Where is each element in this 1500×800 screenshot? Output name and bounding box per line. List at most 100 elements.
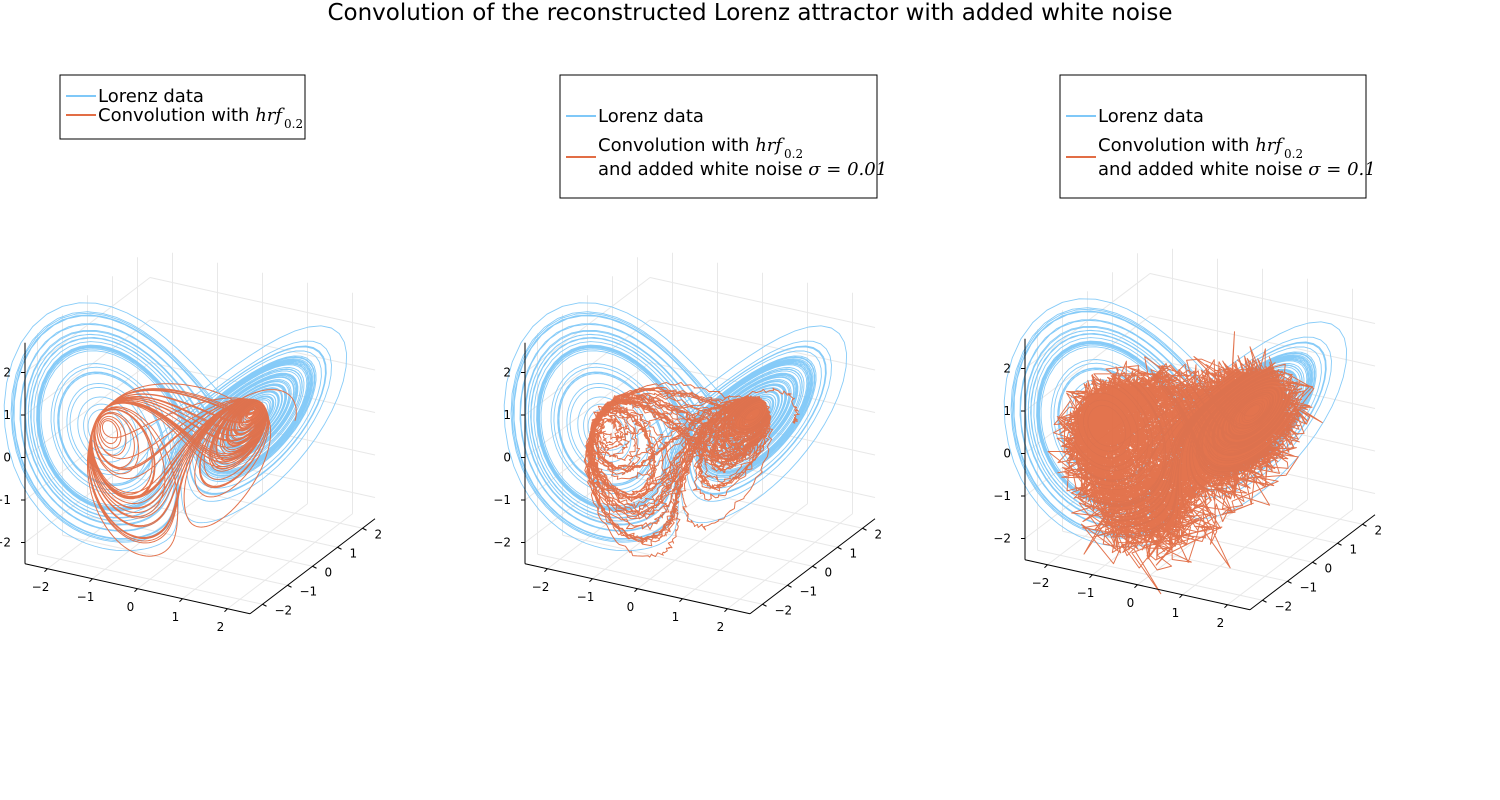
z-tick-label: 1 [3, 408, 11, 422]
y-tick-label: −1 [1300, 580, 1318, 594]
grid-line [649, 277, 876, 328]
x-tick-mark [544, 568, 548, 573]
z-tick-label: −1 [493, 493, 511, 507]
y-tick-mark [362, 527, 367, 531]
x-tick-label: −1 [77, 590, 95, 604]
y-tick-mark [1362, 523, 1367, 527]
y-tick-mark [312, 565, 317, 569]
x-tick-label: −1 [577, 590, 595, 604]
y-tick-mark [812, 565, 817, 569]
x-tick-mark [224, 608, 228, 613]
y-tick-label: 2 [375, 527, 383, 541]
x-tick-mark [1089, 574, 1093, 579]
y-tick-label: −1 [800, 584, 818, 598]
subplot-3: −2 −2 −2 −1 −1 −1 0 0 0 1 1 1 2 2 2 Lorenz data Convolut… [993, 74, 1382, 630]
z-tick-label: 1 [503, 408, 511, 422]
subplot-1: −2 −2 −2 −1 −1 −1 0 0 0 1 1 1 2 2 2 Lorenz dataConvolut… [0, 74, 383, 634]
x-tick-label: 2 [217, 620, 225, 634]
y-tick-mark [1312, 561, 1317, 565]
x-tick-mark [89, 578, 93, 583]
figure-title: Convolution of the reconstructed Lorenz … [327, 0, 1173, 26]
x-tick-mark [679, 598, 683, 603]
x-tick-mark [44, 568, 48, 573]
y-tick-label: −2 [275, 603, 293, 617]
grid-line [227, 513, 353, 610]
y-tick-label: −2 [1275, 599, 1293, 613]
z-tick-label: −1 [993, 489, 1011, 503]
z-tick-label: −2 [0, 536, 11, 550]
z-tick-label: 0 [1003, 447, 1011, 461]
x-tick-mark [179, 598, 183, 603]
series-line-convolution [87, 383, 297, 557]
legend-label-line2: and added white noise σ = 0.1 [1098, 159, 1376, 180]
y-tick-label: 2 [875, 527, 883, 541]
z-tick-label: −1 [0, 493, 11, 507]
legend-label-line2: and added white noise σ = 0.01 [598, 159, 887, 180]
y-tick-label: 0 [1325, 561, 1333, 575]
y-tick-label: 1 [350, 546, 358, 560]
x-tick-label: 1 [1172, 606, 1180, 620]
grid-line [149, 277, 376, 328]
z-tick-label: 2 [503, 366, 511, 380]
x-tick-label: 0 [627, 600, 635, 614]
subplot-2: −2 −2 −2 −1 −1 −1 0 0 0 1 1 1 2 2 2 Lorenz data Convolut… [493, 74, 887, 634]
x-tick-mark [1179, 594, 1183, 599]
grid-line [682, 503, 808, 600]
legend-label: Convolution with hrf 0.2 [598, 135, 803, 161]
x-tick-mark [589, 578, 593, 583]
x-tick-label: 2 [717, 620, 725, 634]
z-tick-label: −2 [493, 536, 511, 550]
y-tick-mark [1262, 599, 1267, 603]
grid-line [182, 503, 308, 600]
legend-label: Convolution with hrf 0.2 [1098, 135, 1303, 161]
y-tick-mark [787, 584, 792, 588]
y-tick-label: 1 [850, 546, 858, 560]
y-tick-mark [1337, 542, 1342, 546]
grid-line [1149, 315, 1376, 367]
x-tick-label: −1 [1077, 586, 1095, 600]
grid-line [524, 362, 651, 458]
y-tick-label: 0 [325, 565, 333, 579]
grid-line [1149, 273, 1376, 324]
legend-label: Lorenz data [598, 106, 704, 127]
y-tick-label: 1 [1350, 542, 1358, 556]
grid-line [612, 496, 838, 548]
x-tick-mark [134, 588, 138, 593]
y-tick-mark [862, 527, 867, 531]
x-tick-label: 1 [172, 610, 180, 624]
grid-line [1182, 499, 1308, 596]
legend-label: Lorenz data [98, 86, 204, 107]
x-tick-label: 0 [127, 600, 135, 614]
z-tick-label: 1 [1003, 404, 1011, 418]
legend-box [559, 74, 878, 199]
x-tick-label: 2 [1217, 616, 1225, 630]
grid-line [649, 319, 876, 371]
z-tick-label: 2 [3, 366, 11, 380]
grid-line [112, 496, 338, 548]
y-tick-mark [837, 546, 842, 550]
y-tick-label: 0 [825, 565, 833, 579]
x-tick-mark [1134, 584, 1138, 589]
x-tick-mark [1224, 604, 1228, 609]
y-tick-label: −1 [300, 584, 318, 598]
x-tick-mark [634, 588, 638, 593]
y-tick-mark [1287, 580, 1292, 584]
legend-label: Convolution with hrf 0.2 [98, 105, 303, 131]
x-tick-label: 0 [1127, 596, 1135, 610]
legend-label: Lorenz data [1098, 106, 1204, 127]
y-tick-mark [762, 603, 767, 607]
y-tick-mark [262, 603, 267, 607]
y-tick-mark [287, 584, 292, 588]
z-tick-label: 0 [3, 451, 11, 465]
grid-line [149, 319, 376, 371]
x-tick-label: −2 [32, 580, 50, 594]
legend-box [59, 74, 306, 140]
grid-line [727, 513, 853, 610]
legend-box [1059, 74, 1367, 199]
grid-line [24, 362, 151, 458]
